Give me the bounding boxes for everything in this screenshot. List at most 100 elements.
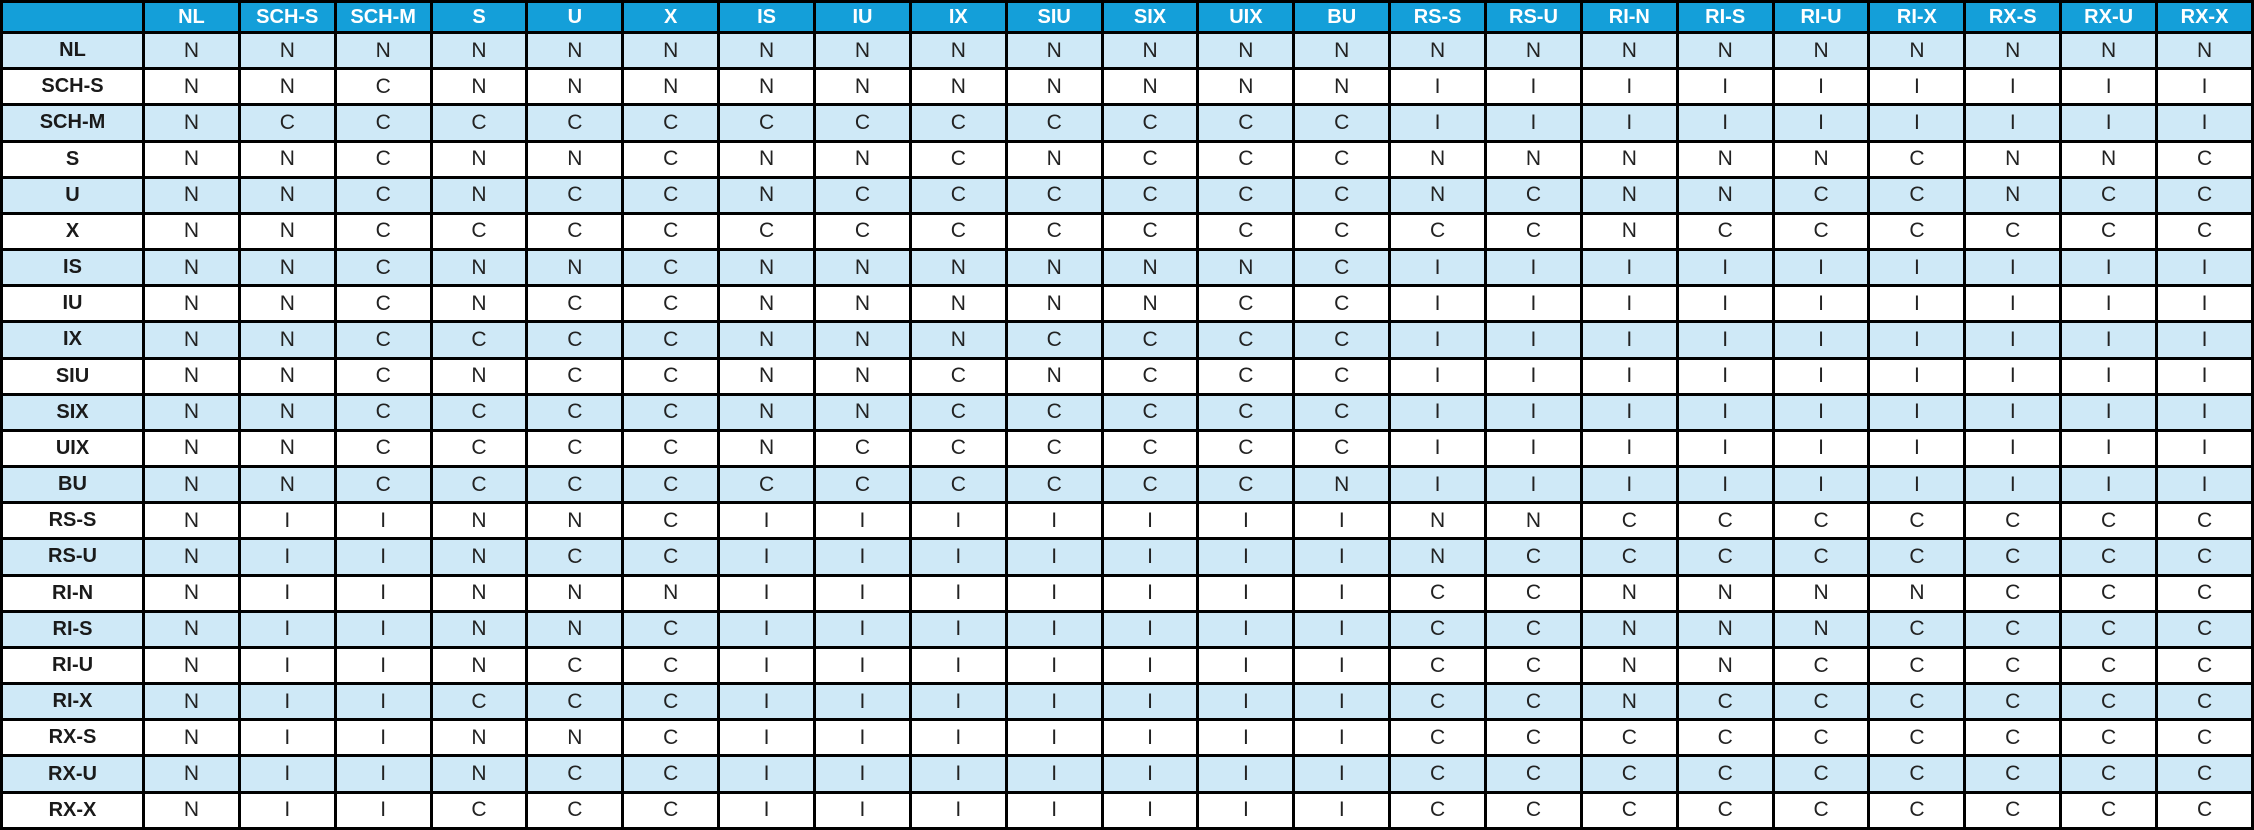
matrix-cell: I [1771,103,1871,143]
matrix-cell: C [1100,103,1200,143]
matrix-cell: I [1196,645,1296,686]
matrix-cell: C [621,428,721,469]
matrix-cell: N [1100,67,1200,107]
row-header: BU [0,465,145,505]
matrix-cell: C [1388,754,1488,794]
matrix-cell: C [1867,790,1967,830]
matrix-cell: C [525,284,625,324]
matrix-cell: C [2059,682,2159,722]
matrix-cell: N [2059,139,2159,179]
matrix-cell: I [2059,392,2159,432]
matrix-cell: C [1292,139,1392,179]
matrix-cell: N [142,67,241,107]
matrix-cell: N [1004,139,1104,179]
matrix-cell: C [1963,501,2063,541]
matrix-cell: C [1292,392,1392,432]
matrix-cell: I [1963,248,2063,288]
matrix-cell: I [2059,284,2159,324]
matrix-cell: I [333,609,433,649]
matrix-cell: N [1196,67,1296,107]
matrix-cell: I [1579,284,1679,324]
matrix-cell: I [717,754,817,794]
matrix-cell: I [1963,284,2063,324]
matrix-cell: N [237,175,337,215]
matrix-cell: I [717,718,817,758]
matrix-cell: I [908,609,1008,649]
matrix-cell: I [1484,248,1583,288]
matrix-cell: N [237,30,337,71]
matrix-cell: I [237,501,337,541]
matrix-cell: N [429,501,529,541]
matrix-cell: I [1675,320,1775,360]
row-header: X [0,211,145,252]
matrix-cell: C [1675,718,1775,758]
matrix-cell: N [1771,139,1871,179]
matrix-cell: N [1100,248,1200,288]
column-header: IU [813,0,912,34]
matrix-cell: I [1963,465,2063,505]
matrix-cell: N [142,139,241,179]
matrix-cell: I [1579,248,1679,288]
matrix-cell: C [717,103,817,143]
matrix-cell: I [717,573,817,613]
matrix-cell: I [1100,682,1200,722]
matrix-cell: C [1579,501,1679,541]
matrix-cell: N [142,30,241,71]
matrix-cell: C [2155,718,2254,758]
matrix-cell: C [813,428,912,469]
matrix-cell: N [1100,30,1200,71]
column-header: SCH-S [237,0,337,34]
matrix-cell: I [1292,609,1392,649]
matrix-cell: I [2155,320,2254,360]
table-row: SCH-M N C C C C C C C C C C C C I I I I I I I I I [0,103,2254,143]
matrix-cell: C [1867,754,1967,794]
matrix-cell: N [429,356,529,396]
matrix-cell: C [2059,175,2159,215]
matrix-cell: C [621,537,721,577]
matrix-cell: C [1675,211,1775,252]
matrix-cell: N [1004,284,1104,324]
matrix-cell: C [621,392,721,432]
matrix-cell: N [237,356,337,396]
matrix-cell: C [621,211,721,252]
matrix-cell: N [1004,248,1104,288]
matrix-cell: I [1100,718,1200,758]
column-header: SCH-M [333,0,433,34]
matrix-cell: N [1771,609,1871,649]
matrix-cell: I [1292,573,1392,613]
matrix-cell: C [1196,284,1296,324]
matrix-cell: I [1771,248,1871,288]
matrix-cell: C [2155,573,2254,613]
matrix-cell: N [525,139,625,179]
matrix-cell: C [1484,211,1583,252]
matrix-cell: N [142,790,241,830]
matrix-cell: C [525,356,625,396]
matrix-cell: I [2059,465,2159,505]
matrix-cell: I [1579,320,1679,360]
matrix-cell: I [333,645,433,686]
matrix-cell: I [237,754,337,794]
matrix-cell: I [1004,718,1104,758]
matrix-cell: C [1867,175,1967,215]
table-row: RI-S N I I N N C I I I I I I I C C N N N C C C C [0,609,2254,649]
matrix-cell: I [1963,428,2063,469]
matrix-cell: I [1963,320,2063,360]
matrix-cell: C [1388,790,1488,830]
row-header: SCH-M [0,103,145,143]
row-header: RS-U [0,537,145,577]
matrix-cell: I [1867,103,1967,143]
matrix-cell: N [142,320,241,360]
matrix-cell: C [333,139,433,179]
matrix-cell: N [813,248,912,288]
matrix-cell: C [2155,754,2254,794]
matrix-cell: I [1100,501,1200,541]
matrix-cell: N [1771,30,1871,71]
matrix-cell: N [237,284,337,324]
matrix-cell: I [1579,67,1679,107]
column-header: RX-S [1963,0,2063,34]
matrix-cell: I [333,682,433,722]
matrix-cell: N [142,754,241,794]
matrix-cell: C [333,175,433,215]
matrix-cell: I [1867,392,1967,432]
table-row: RI-U N I I N C C I I I I I I I C C N N C C C C C [0,645,2254,686]
